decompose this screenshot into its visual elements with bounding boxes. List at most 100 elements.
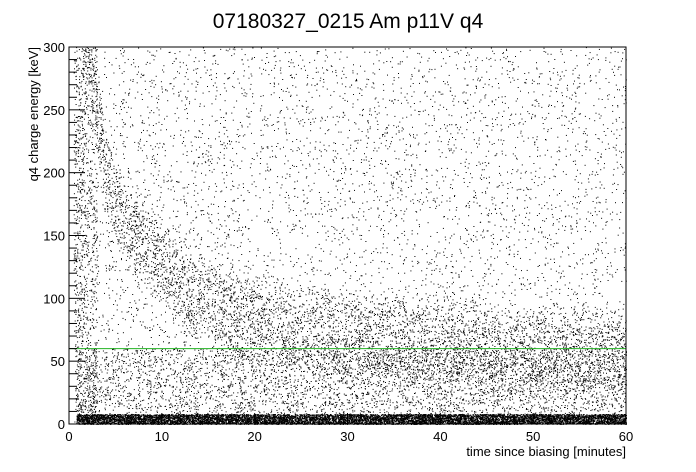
- data-point: [342, 162, 344, 164]
- data-point: [367, 337, 369, 339]
- data-point: [419, 82, 420, 84]
- data-point: [530, 243, 532, 244]
- data-point: [450, 133, 452, 135]
- data-point: [149, 62, 151, 64]
- data-point: [193, 162, 195, 164]
- data-point: [217, 212, 219, 214]
- data-point: [137, 216, 138, 217]
- data-point: [463, 286, 465, 288]
- data-point: [291, 76, 293, 78]
- data-point: [397, 63, 399, 65]
- data-point: [129, 88, 131, 90]
- data-point: [414, 382, 416, 384]
- data-point: [502, 116, 503, 117]
- data-point: [391, 183, 392, 185]
- data-point: [383, 62, 385, 64]
- data-point: [133, 229, 135, 231]
- data-point: [142, 258, 144, 260]
- data-point: [463, 137, 465, 139]
- data-point: [473, 190, 475, 192]
- data-point: [537, 266, 539, 267]
- data-point: [111, 211, 112, 213]
- data-point: [453, 405, 455, 407]
- data-point: [81, 189, 83, 190]
- data-point: [376, 113, 378, 115]
- data-point: [452, 218, 454, 220]
- data-point: [300, 384, 302, 386]
- data-point: [498, 83, 499, 84]
- data-point: [439, 338, 440, 340]
- data-point: [256, 215, 258, 217]
- data-point: [331, 297, 333, 299]
- data-point: [153, 86, 155, 88]
- data-point: [512, 169, 514, 170]
- data-point: [449, 286, 450, 288]
- data-point: [95, 123, 97, 125]
- data-point: [550, 268, 552, 270]
- data-point: [176, 161, 178, 163]
- data-point: [445, 176, 447, 178]
- data-point: [223, 83, 225, 85]
- data-point: [180, 398, 182, 400]
- data-point: [367, 393, 369, 395]
- data-point: [236, 411, 238, 413]
- data-point: [398, 186, 400, 188]
- data-point: [234, 71, 235, 73]
- data-point: [169, 171, 171, 173]
- data-point: [397, 125, 399, 127]
- data-point: [385, 107, 387, 109]
- data-point: [472, 297, 473, 299]
- data-point: [112, 290, 114, 292]
- data-point: [95, 200, 97, 202]
- data-point: [156, 107, 158, 109]
- data-point: [530, 172, 532, 174]
- data-point: [169, 384, 171, 386]
- data-point: [280, 110, 282, 111]
- data-point: [512, 398, 514, 400]
- data-point: [309, 142, 311, 144]
- data-point: [521, 135, 523, 137]
- data-point: [179, 242, 181, 243]
- data-point: [418, 317, 420, 319]
- data-point: [173, 322, 175, 324]
- data-point: [292, 223, 294, 225]
- data-point: [352, 103, 354, 105]
- data-point: [207, 327, 209, 329]
- data-point: [384, 400, 385, 402]
- data-point: [232, 85, 234, 87]
- data-point: [183, 341, 185, 343]
- data-point: [253, 159, 255, 160]
- data-point: [121, 258, 122, 260]
- data-point: [481, 179, 483, 180]
- data-point: [96, 322, 98, 323]
- data-point: [258, 277, 260, 279]
- data-point: [437, 170, 439, 172]
- data-point: [277, 232, 279, 234]
- data-point: [112, 389, 114, 391]
- data-point: [465, 244, 467, 246]
- data-point: [346, 56, 348, 58]
- data-point: [461, 402, 463, 404]
- data-point: [414, 256, 416, 257]
- data-point: [490, 47, 492, 49]
- data-point: [561, 53, 563, 55]
- data-point: [83, 322, 85, 324]
- data-point: [87, 409, 89, 411]
- data-point: [585, 92, 587, 94]
- data-point: [161, 88, 163, 90]
- data-point: [405, 257, 407, 259]
- data-point: [403, 307, 405, 309]
- data-point: [577, 86, 579, 88]
- data-point: [471, 410, 473, 412]
- data-point: [588, 254, 589, 256]
- data-point: [208, 145, 210, 147]
- data-point: [509, 61, 511, 63]
- data-point: [252, 93, 254, 95]
- data-point: [304, 370, 306, 372]
- data-point: [525, 82, 527, 84]
- data-point: [342, 144, 344, 145]
- data-point: [84, 129, 85, 131]
- data-point: [488, 176, 490, 178]
- data-point: [307, 338, 309, 340]
- data-point: [313, 274, 315, 276]
